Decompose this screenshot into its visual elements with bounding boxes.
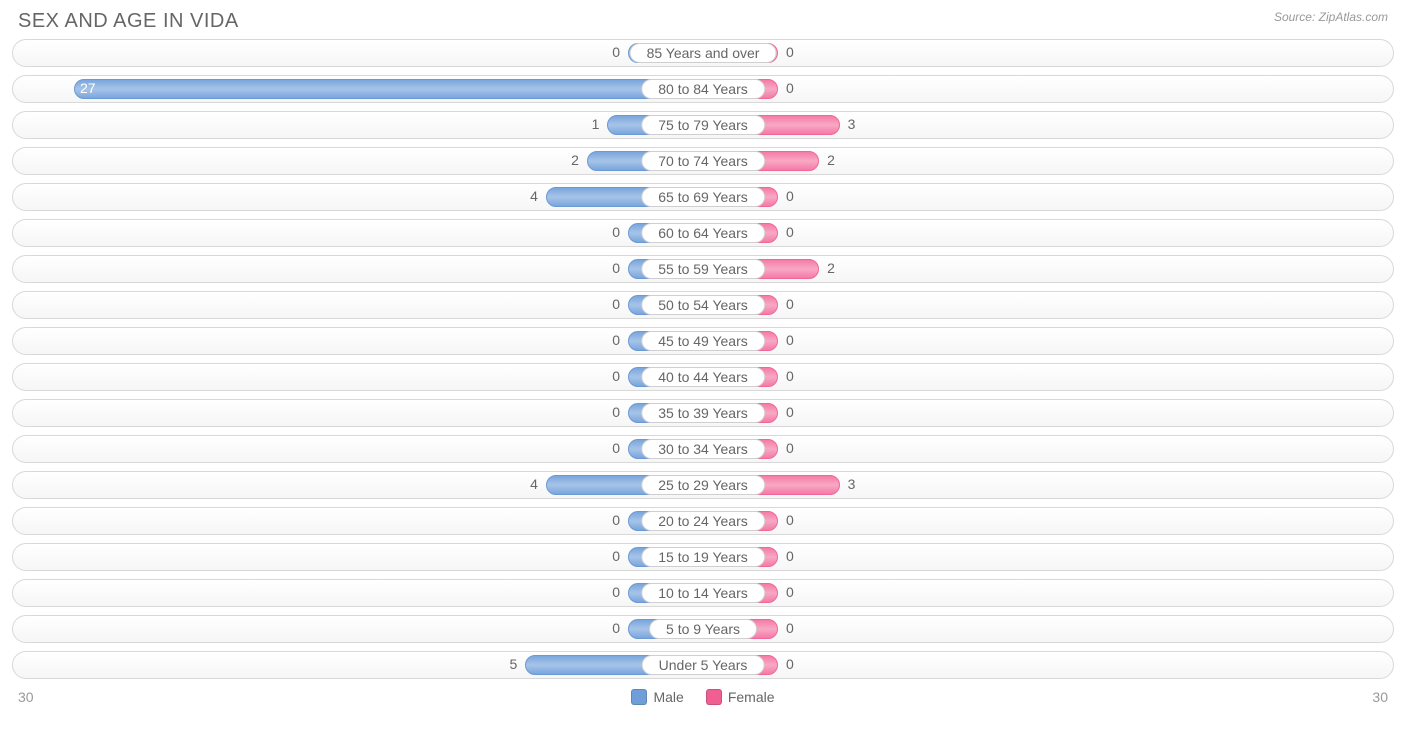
age-group-label: 55 to 59 Years <box>641 259 765 279</box>
male-value: 4 <box>530 188 538 204</box>
male-value: 0 <box>612 620 620 636</box>
legend-swatch <box>706 689 722 705</box>
female-value: 0 <box>786 512 794 528</box>
female-value: 0 <box>786 80 794 96</box>
male-value: 0 <box>612 224 620 240</box>
pyramid-row: 5 0 Under 5 Years <box>12 651 1394 679</box>
female-value: 0 <box>786 368 794 384</box>
pyramid-row: 0 0 60 to 64 Years <box>12 219 1394 247</box>
female-value: 3 <box>848 116 856 132</box>
male-value: 5 <box>510 656 518 672</box>
female-value: 0 <box>786 404 794 420</box>
pyramid-row: 0 0 85 Years and over <box>12 39 1394 67</box>
legend-item: Male <box>631 689 683 705</box>
male-value: 2 <box>571 152 579 168</box>
axis-left-max: 30 <box>18 689 34 705</box>
female-value: 0 <box>786 548 794 564</box>
pyramid-row: 4 0 65 to 69 Years <box>12 183 1394 211</box>
pyramid-row: 0 0 30 to 34 Years <box>12 435 1394 463</box>
female-value: 3 <box>848 476 856 492</box>
pyramid-row: 0 0 40 to 44 Years <box>12 363 1394 391</box>
female-value: 0 <box>786 440 794 456</box>
age-group-label: 45 to 49 Years <box>641 331 765 351</box>
male-value: 0 <box>612 332 620 348</box>
male-value: 0 <box>612 404 620 420</box>
age-group-label: 70 to 74 Years <box>641 151 765 171</box>
female-value: 0 <box>786 188 794 204</box>
legend-label: Female <box>728 689 775 705</box>
age-group-label: 75 to 79 Years <box>641 115 765 135</box>
age-group-label: 50 to 54 Years <box>641 295 765 315</box>
chart-area: 0 0 85 Years and over 27 0 80 to 84 Years 1 3 75… <box>0 39 1406 679</box>
chart-title: SEX AND AGE IN VIDA <box>18 10 239 33</box>
age-group-label: 80 to 84 Years <box>641 79 765 99</box>
chart-footer: 30 Male Female 30 <box>0 687 1406 705</box>
male-value: 0 <box>612 440 620 456</box>
pyramid-row: 0 0 35 to 39 Years <box>12 399 1394 427</box>
age-group-label: 65 to 69 Years <box>641 187 765 207</box>
female-value: 0 <box>786 44 794 60</box>
male-value: 0 <box>612 44 620 60</box>
male-value: 1 <box>592 116 600 132</box>
male-value: 0 <box>612 368 620 384</box>
female-value: 2 <box>827 152 835 168</box>
male-value: 0 <box>612 548 620 564</box>
male-value: 0 <box>612 584 620 600</box>
age-group-label: 60 to 64 Years <box>641 223 765 243</box>
axis-right-max: 30 <box>1372 689 1388 705</box>
pyramid-row: 0 0 50 to 54 Years <box>12 291 1394 319</box>
male-value: 0 <box>612 512 620 528</box>
female-value: 2 <box>827 260 835 276</box>
pyramid-row: 1 3 75 to 79 Years <box>12 111 1394 139</box>
age-group-label: 5 to 9 Years <box>649 619 757 639</box>
legend-swatch <box>631 689 647 705</box>
pyramid-row: 0 0 45 to 49 Years <box>12 327 1394 355</box>
male-value: 27 <box>80 80 96 96</box>
pyramid-row: 0 0 5 to 9 Years <box>12 615 1394 643</box>
age-group-label: 25 to 29 Years <box>641 475 765 495</box>
legend-label: Male <box>653 689 683 705</box>
legend-item: Female <box>706 689 775 705</box>
age-group-label: 35 to 39 Years <box>641 403 765 423</box>
pyramid-row: 4 3 25 to 29 Years <box>12 471 1394 499</box>
age-group-label: 20 to 24 Years <box>641 511 765 531</box>
pyramid-row: 27 0 80 to 84 Years <box>12 75 1394 103</box>
age-group-label: Under 5 Years <box>642 655 765 675</box>
male-value: 4 <box>530 476 538 492</box>
female-value: 0 <box>786 656 794 672</box>
female-value: 0 <box>786 296 794 312</box>
female-value: 0 <box>786 332 794 348</box>
age-group-label: 40 to 44 Years <box>641 367 765 387</box>
female-value: 0 <box>786 224 794 240</box>
age-group-label: 30 to 34 Years <box>641 439 765 459</box>
male-bar <box>74 79 703 99</box>
legend: Male Female <box>631 689 774 705</box>
female-value: 0 <box>786 620 794 636</box>
male-value: 0 <box>612 260 620 276</box>
age-group-label: 15 to 19 Years <box>641 547 765 567</box>
pyramid-row: 0 0 10 to 14 Years <box>12 579 1394 607</box>
female-value: 0 <box>786 584 794 600</box>
chart-source: Source: ZipAtlas.com <box>1274 10 1388 24</box>
pyramid-row: 2 2 70 to 74 Years <box>12 147 1394 175</box>
chart-header: SEX AND AGE IN VIDA Source: ZipAtlas.com <box>0 0 1406 39</box>
age-group-label: 85 Years and over <box>630 43 777 63</box>
pyramid-row: 0 0 15 to 19 Years <box>12 543 1394 571</box>
pyramid-row: 0 2 55 to 59 Years <box>12 255 1394 283</box>
pyramid-row: 0 0 20 to 24 Years <box>12 507 1394 535</box>
male-value: 0 <box>612 296 620 312</box>
age-group-label: 10 to 14 Years <box>641 583 765 603</box>
